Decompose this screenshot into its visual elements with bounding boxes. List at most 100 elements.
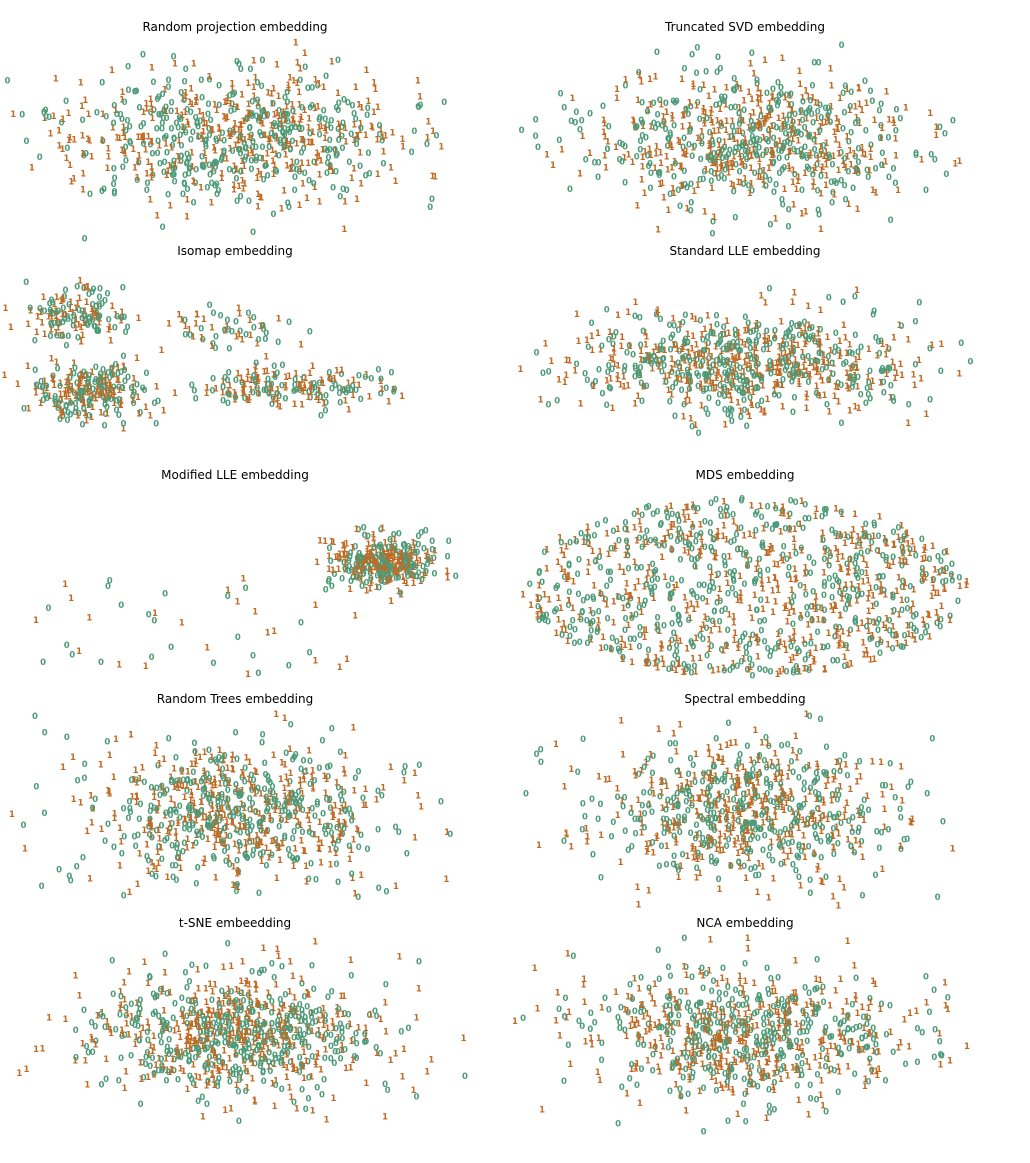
point-digit-0: 0 — [281, 143, 287, 153]
point-digit-1: 1 — [957, 582, 963, 592]
point-digit-0: 0 — [686, 663, 692, 673]
point-digit-0: 0 — [669, 636, 675, 646]
point-digit-1: 1 — [789, 586, 795, 596]
point-digit-1: 1 — [595, 624, 601, 634]
point-digit-0: 0 — [242, 850, 248, 860]
point-digit-0: 0 — [314, 798, 320, 808]
point-digit-0: 0 — [208, 791, 214, 801]
point-digit-1: 1 — [78, 78, 84, 88]
point-digit-0: 0 — [193, 179, 199, 189]
point-digit-1: 1 — [335, 120, 341, 130]
point-digit-0: 0 — [668, 590, 674, 600]
point-digit-1: 1 — [395, 587, 401, 597]
point-digit-0: 0 — [809, 110, 815, 120]
point-digit-1: 1 — [601, 128, 607, 138]
point-digit-0: 0 — [222, 847, 228, 857]
point-digit-0: 0 — [238, 791, 244, 801]
point-digit-0: 0 — [806, 165, 812, 175]
point-digit-1: 1 — [764, 337, 770, 347]
point-digit-1: 1 — [161, 106, 167, 116]
point-digit-0: 0 — [809, 323, 815, 333]
point-digit-1: 1 — [833, 383, 839, 393]
point-digit-0: 0 — [678, 529, 684, 539]
point-digit-1: 1 — [681, 412, 687, 422]
point-digit-1: 1 — [867, 145, 873, 155]
point-digit-1: 1 — [339, 786, 345, 796]
point-digit-0: 0 — [378, 543, 384, 553]
point-digit-0: 0 — [121, 805, 127, 815]
point-digit-0: 0 — [151, 616, 157, 626]
point-digit-0: 0 — [326, 575, 332, 585]
point-digit-1: 1 — [791, 627, 797, 637]
point-digit-1: 1 — [645, 106, 651, 116]
point-digit-1: 1 — [756, 121, 762, 131]
point-digit-0: 0 — [655, 575, 661, 585]
point-digit-0: 0 — [808, 602, 814, 612]
point-digit-0: 0 — [765, 645, 771, 655]
point-digit-1: 1 — [404, 553, 410, 563]
point-digit-1: 1 — [149, 64, 155, 74]
point-digit-0: 0 — [99, 300, 105, 310]
point-digit-1: 1 — [260, 119, 266, 129]
point-digit-0: 0 — [798, 146, 804, 156]
point-digit-0: 0 — [747, 338, 753, 348]
point-digit-1: 1 — [767, 100, 773, 110]
point-digit-1: 1 — [630, 116, 636, 126]
point-digit-0: 0 — [791, 666, 797, 676]
point-digit-1: 1 — [264, 159, 270, 169]
point-digit-0: 0 — [354, 574, 360, 584]
point-digit-0: 0 — [257, 822, 263, 832]
point-digit-1: 1 — [816, 326, 822, 336]
point-digit-1: 1 — [268, 381, 274, 391]
point-digit-0: 0 — [534, 348, 540, 358]
point-digit-1: 1 — [780, 122, 786, 132]
point-digit-1: 1 — [722, 511, 728, 521]
point-digit-0: 0 — [676, 525, 682, 535]
point-digit-1: 1 — [67, 161, 73, 171]
point-digit-1: 1 — [791, 289, 797, 299]
point-digit-1: 1 — [386, 554, 392, 564]
point-digit-1: 1 — [323, 127, 329, 137]
point-digit-0: 0 — [898, 537, 904, 547]
point-digit-1: 1 — [222, 327, 228, 337]
point-digit-0: 0 — [280, 112, 286, 122]
point-digit-1: 1 — [647, 75, 653, 85]
point-digit-0: 0 — [66, 301, 72, 311]
point-digit-0: 0 — [572, 626, 578, 636]
point-digit-0: 0 — [859, 590, 865, 600]
point-digit-0: 0 — [610, 527, 616, 537]
point-digit-0: 0 — [842, 82, 848, 92]
point-digit-1: 1 — [84, 298, 90, 308]
point-digit-0: 0 — [431, 569, 437, 579]
point-digit-1: 1 — [719, 387, 725, 397]
point-digit-0: 0 — [181, 180, 187, 190]
point-digit-0: 0 — [815, 392, 821, 402]
point-digit-1: 1 — [695, 351, 701, 361]
point-digit-1: 1 — [266, 388, 272, 398]
point-digit-0: 0 — [234, 857, 240, 867]
point-digit-0: 0 — [854, 565, 860, 575]
point-digit-0: 0 — [734, 362, 740, 372]
point-digit-0: 0 — [833, 530, 839, 540]
point-digit-0: 0 — [103, 113, 109, 123]
point-digit-0: 0 — [280, 361, 286, 371]
point-digit-0: 0 — [233, 781, 239, 791]
point-digit-0: 0 — [796, 370, 802, 380]
point-digit-1: 1 — [276, 137, 282, 147]
point-digit-0: 0 — [182, 819, 188, 829]
point-digit-1: 1 — [763, 115, 769, 125]
point-digit-1: 1 — [236, 868, 242, 878]
point-digit-0: 0 — [168, 643, 174, 653]
point-digit-0: 0 — [256, 889, 262, 899]
point-digit-0: 0 — [683, 335, 689, 345]
point-digit-0: 0 — [815, 187, 821, 197]
point-digit-0: 0 — [774, 96, 780, 106]
point-digit-1: 1 — [837, 337, 843, 347]
point-digit-1: 1 — [735, 399, 741, 409]
point-digit-0: 0 — [260, 143, 266, 153]
point-digit-1: 1 — [282, 792, 288, 802]
point-digit-0: 0 — [625, 544, 631, 554]
point-digit-0: 0 — [49, 322, 55, 332]
point-digit-0: 0 — [782, 139, 788, 149]
point-digit-1: 1 — [299, 376, 305, 386]
